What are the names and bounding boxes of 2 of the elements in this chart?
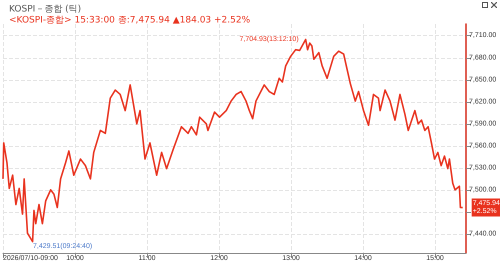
chart-subtitle: <KOSPI-종합> 15:33:00 종:7,475.94 ▲184.03 +2.52% [9, 16, 251, 26]
chart-title: KOSPI－종합 (틱) [9, 4, 82, 14]
